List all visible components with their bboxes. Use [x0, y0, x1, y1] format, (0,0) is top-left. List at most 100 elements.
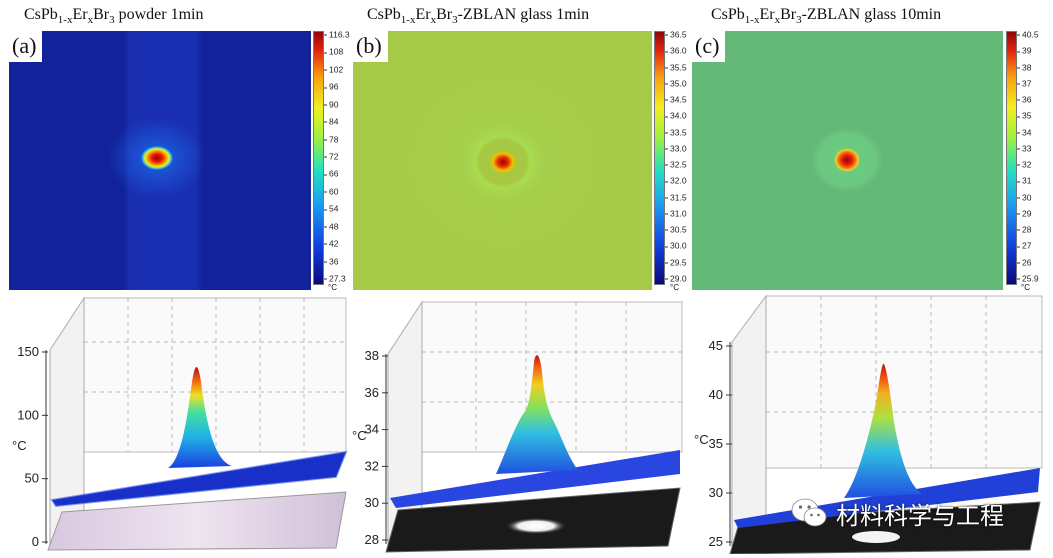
- colorbar-tick-label: 96: [324, 82, 338, 92]
- panel-b-colorbar: [654, 31, 665, 285]
- colorbar-tick-label: 90: [324, 100, 338, 109]
- colorbar-tick-label: 30.0: [665, 241, 687, 251]
- panel-b-colorbar-ticks: 36.5 36.0 35.5 35.0 34.5 34.0 33.5 33.0 32.5 32.0…: [665, 30, 699, 284]
- panel-a-axis-ticks: 150 100 50 0: [17, 344, 48, 549]
- colorbar-tick-label: 30: [1017, 193, 1031, 202]
- axis-tick-label: 36: [365, 385, 379, 400]
- panel-a-3d-plot: 150 100 50 0 °C: [12, 296, 348, 551]
- panel-c-colorbar: [1006, 31, 1017, 285]
- axis-tick-label: 38: [365, 348, 379, 363]
- axis-tick-label: 30: [365, 495, 379, 510]
- colorbar-tick-label: 40.5: [1017, 30, 1039, 40]
- colorbar-tick-label: 33: [1017, 144, 1031, 153]
- colorbar-tick-label: 29.0: [665, 274, 687, 284]
- axis-tick-label: 35: [709, 436, 723, 451]
- colorbar-tick-label: 25.9: [1017, 274, 1039, 284]
- panel-a-label: (a): [9, 31, 43, 62]
- colorbar-tick-label: 102: [324, 65, 343, 74]
- colorbar-tick-label: 33.0: [665, 144, 687, 153]
- panel-b-3d-plot: 38 36 34 32 30 28 °C: [352, 300, 683, 553]
- panel-c-title: CsPb1-xErxBr3-ZBLAN glass 10min: [711, 6, 942, 27]
- axis-tick-label: 28: [365, 532, 379, 547]
- colorbar-tick-label: 37: [1017, 79, 1031, 88]
- panel-c-thermal-image: (c): [692, 31, 1003, 290]
- panel-a-side-wall: [49, 296, 85, 546]
- colorbar-tick-label: 36.0: [665, 46, 687, 56]
- colorbar-tick-label: 32: [1017, 160, 1031, 170]
- panel-c-colorbar-unit: °C: [1021, 283, 1030, 292]
- panel-a-colorbar: [313, 31, 324, 285]
- panel-a-axis-unit: °C: [12, 438, 27, 453]
- colorbar-tick-label: 60: [324, 187, 338, 196]
- wechat-icon: [791, 498, 827, 527]
- colorbar-tick-label: 108: [324, 47, 343, 57]
- colorbar-tick-label: 42: [324, 239, 338, 249]
- panel-a-title: CsPb1-xErxBr3 powder 1min: [24, 6, 204, 27]
- colorbar-tick-label: 33.5: [665, 128, 687, 137]
- panel-c-gridlines: [766, 296, 1042, 468]
- panel-b-axis-ticks: 38 36 34 32 30 28: [365, 348, 388, 547]
- colorbar-tick-label: 36: [324, 257, 338, 266]
- axis-tick-label: 150: [17, 344, 39, 359]
- panel-b-floor-glow: [506, 518, 566, 534]
- axis-tick-label: 32: [365, 458, 379, 473]
- colorbar-tick-label: 35: [1017, 111, 1031, 121]
- panel-a-colorbar-ticks: 116.3 108 102 96 90 84 78 72 66 60 54 48 42 36 27.3: [324, 30, 358, 284]
- axis-tick-label: 34: [365, 422, 379, 437]
- panel-a-gridlines: [84, 298, 346, 452]
- axis-tick-label: 100: [17, 407, 39, 422]
- colorbar-tick-label: 26: [1017, 258, 1031, 267]
- colorbar-tick-label: 27: [1017, 241, 1031, 251]
- panel-c-label: (c): [692, 31, 726, 62]
- colorbar-tick-label: 84: [324, 117, 338, 127]
- watermark: 材料科学与工程: [790, 493, 1004, 533]
- colorbar-tick-label: 35.0: [665, 79, 687, 88]
- colorbar-tick-label: 54: [324, 204, 338, 214]
- panel-a-back-wall: [83, 297, 347, 453]
- colorbar-tick-label: 32.5: [665, 160, 687, 170]
- colorbar-tick-label: 28: [1017, 225, 1031, 235]
- colorbar-tick-label: 72: [324, 152, 338, 162]
- colorbar-tick-label: 30.5: [665, 225, 687, 235]
- colorbar-tick-label: 48: [324, 222, 338, 231]
- colorbar-tick-label: 66: [324, 169, 338, 179]
- colorbar-tick-label: 32.0: [665, 176, 687, 186]
- colorbar-tick-label: 27.3: [324, 274, 346, 284]
- panel-c-axis-ticks: 45 40 35 30 25: [709, 338, 732, 549]
- panel-c-floor: [729, 501, 1041, 554]
- colorbar-tick-label: 36: [1017, 95, 1031, 105]
- panel-b-title: CsPb1-xErxBr3-ZBLAN glass 1min: [367, 6, 590, 27]
- panel-a-floor: [47, 491, 347, 551]
- panel-c-3d-plot: 45 40 35 30 25 °C: [694, 294, 1043, 554]
- panel-b-peak: [496, 355, 578, 474]
- colorbar-tick-label: 29.5: [665, 258, 687, 267]
- panel-c-peak: [844, 363, 922, 498]
- panel-b-label: (b): [353, 31, 388, 62]
- panel-a-peak: [168, 367, 232, 468]
- colorbar-tick-label: 31.0: [665, 209, 687, 218]
- panel-b-gridlines: [422, 302, 682, 452]
- axis-tick-label: 50: [25, 471, 39, 486]
- panel-c-axis-unit: °C: [694, 432, 709, 447]
- panel-b-thermal-image: (b): [353, 31, 652, 290]
- colorbar-tick-label: 34.0: [665, 111, 687, 121]
- axis-tick-label: 25: [709, 534, 723, 549]
- panel-b-side-wall: [387, 300, 423, 546]
- colorbar-tick-label: 78: [324, 135, 338, 144]
- colorbar-tick-label: 39: [1017, 46, 1031, 56]
- watermark-text: 材料科学与工程: [836, 501, 1004, 530]
- panel-a-thermal-image: (a): [9, 31, 311, 290]
- panel-a-surface: [52, 452, 346, 506]
- axis-tick-label: 30: [709, 485, 723, 500]
- axis-tick-label: 0: [32, 534, 39, 549]
- colorbar-tick-label: 34.5: [665, 95, 687, 105]
- colorbar-tick-label: 29: [1017, 209, 1031, 218]
- colorbar-tick-label: 36.5: [665, 30, 687, 40]
- panel-b-surface: [390, 450, 680, 508]
- panel-b-axis-unit: °C: [352, 428, 367, 443]
- colorbar-tick-label: 116.3: [324, 30, 350, 40]
- panel-b-colorbar-unit: °C: [670, 283, 679, 292]
- axis-tick-label: 40: [709, 387, 723, 402]
- panel-c-back-wall: [765, 295, 1043, 469]
- axis-tick-label: 45: [709, 338, 723, 353]
